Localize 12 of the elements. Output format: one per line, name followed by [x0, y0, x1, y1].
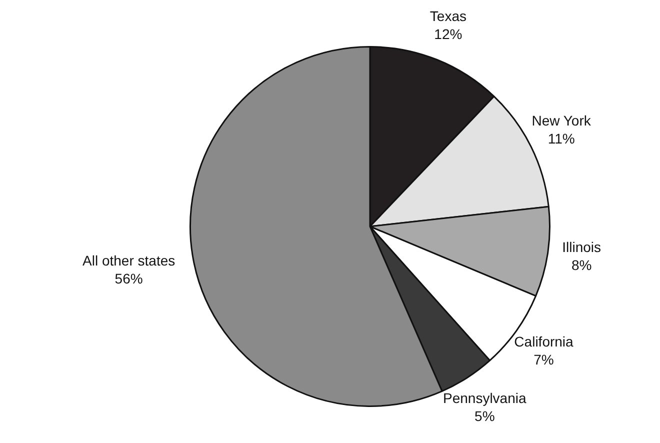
- slice-label: New York: [532, 112, 592, 129]
- data-label: 8%: [571, 257, 592, 274]
- slice-label: Texas: [430, 8, 466, 24]
- slice-label: California: [514, 334, 574, 350]
- slice-label: All other states: [82, 252, 176, 269]
- data-label: 11%: [548, 130, 575, 147]
- slice-label: Illinois: [562, 239, 602, 256]
- data-label: 7%: [534, 352, 554, 368]
- data-label: 12%: [434, 26, 462, 42]
- data-label: 56%: [114, 270, 143, 287]
- slice-label: Pennsylvania: [443, 390, 526, 406]
- data-label: 5%: [474, 408, 495, 424]
